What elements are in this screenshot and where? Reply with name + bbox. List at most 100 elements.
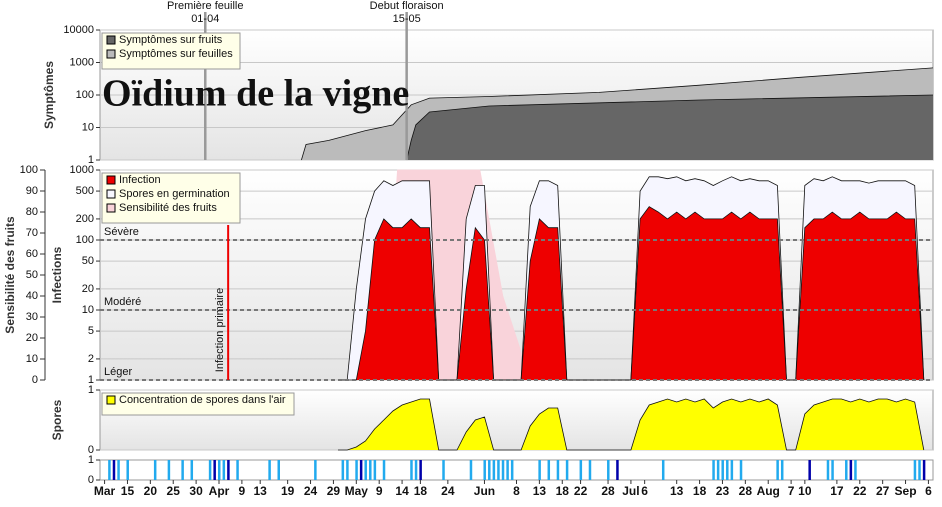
rain-bar — [414, 460, 418, 480]
x-tick-label: 30 — [189, 484, 203, 498]
rain-bar — [483, 460, 486, 480]
x-tick-label: 17 — [830, 484, 844, 498]
y-tick-label: 500 — [76, 185, 94, 197]
rain-bar — [346, 460, 349, 480]
rain-bar — [355, 460, 358, 480]
x-tick-label: May — [345, 484, 369, 498]
y-tick-label: 1000 — [70, 56, 94, 68]
legend-label: Spores en germination — [119, 188, 230, 200]
rain-bar — [369, 460, 372, 480]
x-tick-label: Jun — [474, 484, 495, 498]
rain-bar — [808, 460, 811, 480]
rain-bar — [776, 460, 779, 480]
y-tick-label: 20 — [82, 283, 94, 295]
rain-bar — [382, 460, 386, 480]
rain-bar — [726, 460, 729, 480]
rain-bar — [506, 460, 509, 480]
y-tick-label: 1 — [88, 454, 94, 466]
rain-bar — [488, 460, 491, 480]
x-tick-label: 10 — [798, 484, 812, 498]
x-tick-label: 24 — [304, 484, 318, 498]
legend-label: Concentration de spores dans l'air — [119, 394, 286, 406]
y2-tick-label: 20 — [26, 332, 38, 344]
rain-bar — [510, 460, 514, 480]
event-date: 15-05 — [393, 13, 421, 25]
y-tick-label: 0 — [88, 474, 94, 486]
x-tick-label: 13 — [670, 484, 684, 498]
threshold-label: Modéré — [104, 296, 141, 308]
x-tick-label: 22 — [853, 484, 867, 498]
series-line — [338, 398, 925, 451]
x-tick-label: 9 — [376, 484, 383, 498]
rain-bar — [277, 460, 280, 480]
x-tick-label: 18 — [556, 484, 570, 498]
rain-bar — [222, 460, 226, 480]
x-tick-label: 18 — [693, 484, 707, 498]
y2-tick-label: 30 — [26, 311, 38, 323]
event-label: Première feuille — [167, 0, 243, 12]
rain-bar — [359, 460, 363, 480]
x-tick-label: 25 — [167, 484, 181, 498]
rain-bar — [190, 460, 194, 480]
y-tick-label: 100 — [76, 89, 94, 101]
threshold-label: Sévère — [104, 226, 139, 238]
rain-bar — [497, 460, 500, 480]
rain-bar — [616, 460, 619, 480]
legend-box — [101, 392, 295, 416]
x-tick-label: Jul — [622, 484, 639, 498]
rain-bar — [419, 460, 422, 480]
y-tick-label: 50 — [82, 255, 94, 267]
legend-label: Symptômes sur feuilles — [119, 48, 233, 60]
y-tick-label: 10 — [82, 304, 94, 316]
event-label: Infection primaire — [214, 288, 226, 372]
rain-bar — [112, 460, 116, 480]
area-fill — [338, 399, 924, 450]
y-tick-label: 10 — [82, 121, 94, 133]
rain-bar — [831, 460, 834, 480]
rain-bar — [730, 460, 734, 480]
x-tick-label: 13 — [533, 484, 547, 498]
x-tick-label: 6 — [925, 484, 932, 498]
x-tick-label: 22 — [574, 484, 588, 498]
rain-bar — [712, 460, 715, 480]
rain-bar — [181, 460, 184, 480]
rain-bar — [501, 460, 505, 480]
legend-swatch — [106, 49, 116, 59]
legend-swatch — [106, 35, 116, 45]
y-tick-label: 1 — [88, 154, 94, 166]
x-tick-label: 9 — [239, 484, 246, 498]
rain-bar — [826, 460, 830, 480]
event-label: Debut floraison — [370, 0, 444, 12]
chart-title: Oïdium de la vigne — [102, 73, 409, 115]
rain-bar — [373, 460, 377, 480]
y-tick-label: 1000 — [70, 164, 94, 176]
rain-bar — [845, 460, 848, 480]
rain-bar — [167, 460, 171, 480]
rain-bar — [218, 460, 221, 480]
y2-tick-label: 50 — [26, 269, 38, 281]
y2-tick-label: 60 — [26, 248, 38, 260]
legend-swatch — [106, 189, 116, 199]
x-tick-label: 7 — [788, 484, 795, 498]
rain-bar — [556, 460, 560, 480]
legend-box — [101, 32, 241, 70]
x-tick-label: 23 — [716, 484, 730, 498]
x-tick-label: Mar — [94, 484, 116, 498]
y2-tick-label: 70 — [26, 227, 38, 239]
rain-bar — [227, 460, 230, 480]
y-axis-label: Spores — [50, 399, 64, 440]
rain-bar — [410, 460, 413, 480]
rain-bar — [918, 460, 921, 480]
area-fill — [406, 95, 934, 160]
rain-bar — [913, 460, 917, 480]
x-tick-label: 8 — [513, 484, 520, 498]
rain-bar — [661, 460, 665, 480]
x-tick-label: 6 — [641, 484, 648, 498]
rain-bar — [213, 460, 216, 480]
rain-bar — [236, 460, 239, 480]
legend-label: Infection — [119, 174, 161, 186]
y-tick-label: 100 — [76, 234, 94, 246]
y2-tick-label: 90 — [26, 185, 38, 197]
x-tick-label: 28 — [739, 484, 753, 498]
